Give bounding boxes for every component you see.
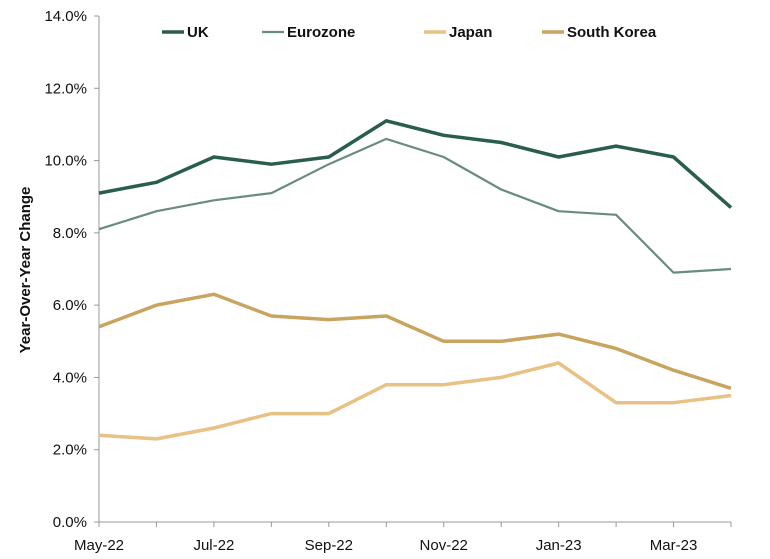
axes xyxy=(94,15,732,527)
y-axis-title: Year-Over-Year Change xyxy=(17,187,34,354)
legend: UK Eurozone Japan South Korea xyxy=(162,24,657,41)
y-tick-label: 6.0% xyxy=(53,297,87,314)
x-tick-label: Nov-22 xyxy=(420,537,468,554)
series-line-eurozone xyxy=(98,137,732,274)
y-tick-label: 4.0% xyxy=(53,369,87,386)
x-tick-label: Jul-22 xyxy=(193,537,234,554)
legend-label-south-korea: South Korea xyxy=(567,24,657,41)
tick-labels: 0.0% 2.0% 4.0% 6.0% 8.0% 10.0% 12.0% 14.0% May-2… xyxy=(44,8,697,554)
x-tick-label: Jan-23 xyxy=(536,537,582,554)
y-tick-label: 14.0% xyxy=(44,8,87,25)
series-lines xyxy=(98,119,733,441)
legend-label-eurozone: Eurozone xyxy=(287,24,355,41)
series-line-south-korea xyxy=(98,292,732,390)
x-tick-label: Mar-23 xyxy=(650,537,698,554)
series-line-uk xyxy=(98,119,733,209)
x-tick-label: Sep-22 xyxy=(305,537,353,554)
y-tick-label: 12.0% xyxy=(44,80,87,97)
legend-label-japan: Japan xyxy=(449,24,492,41)
x-tick-label: May-22 xyxy=(74,537,124,554)
legend-label-uk: UK xyxy=(187,24,209,41)
y-tick-label: 0.0% xyxy=(53,514,87,531)
series-line-japan xyxy=(98,361,732,441)
y-tick-label: 10.0% xyxy=(44,153,87,170)
y-tick-label: 8.0% xyxy=(53,225,87,242)
y-tick-label: 2.0% xyxy=(53,442,87,459)
